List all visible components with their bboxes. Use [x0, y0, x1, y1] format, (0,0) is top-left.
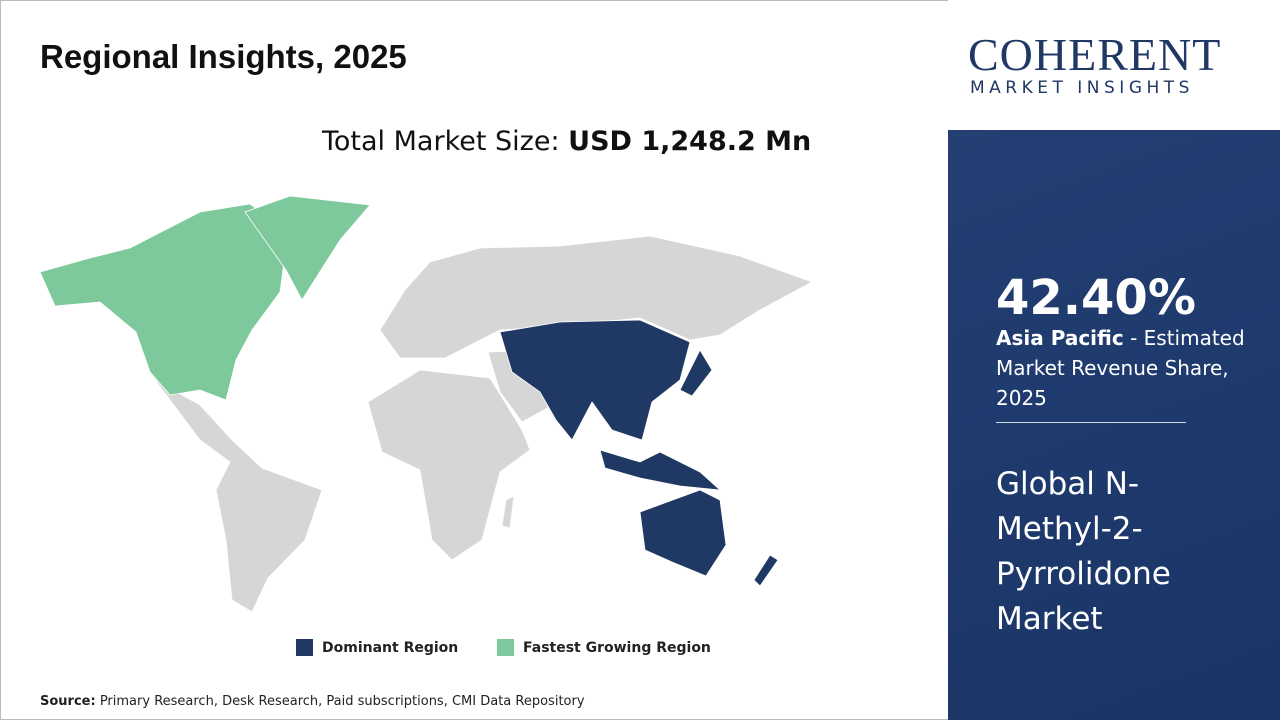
legend-label: Dominant Region	[322, 639, 459, 656]
share-description: Asia Pacific - Estimated Market Revenue …	[996, 323, 1246, 413]
indonesia	[599, 449, 722, 491]
source-text: Primary Research, Desk Research, Paid su…	[95, 694, 585, 709]
world-map	[39, 195, 813, 613]
source-label: Source:	[40, 694, 96, 709]
description: - Estimated Market Revenue Share, 2025	[996, 326, 1245, 410]
legend-label: Fastest Growing Region	[523, 639, 711, 656]
south-america	[154, 379, 323, 613]
madagascar	[501, 495, 515, 529]
greenland	[244, 195, 371, 301]
market-size-label: Total Market Size:	[322, 126, 569, 157]
africa	[367, 369, 531, 561]
legend-item: Fastest Growing Region	[497, 639, 711, 656]
title: Regional Insights, 2025	[40, 38, 407, 75]
asia	[499, 319, 691, 441]
logo-tagline: MARKET INSIGHTS	[970, 78, 1194, 98]
logo: COHERENT MARKET INSIGHTS	[948, 0, 1280, 130]
divider	[996, 422, 1186, 423]
source: Source: Primary Research, Desk Research,…	[40, 694, 585, 709]
europe-russia	[379, 235, 813, 359]
logo-name: COHERENT	[968, 29, 1222, 80]
market-size: Total Market Size: USD 1,248.2 Mn	[322, 126, 811, 157]
japan	[679, 349, 713, 397]
region-name: Asia Pacific	[996, 326, 1124, 350]
side-panel: 42.40% Asia Pacific - Estimated Market R…	[948, 130, 1280, 720]
legend-swatch	[296, 639, 313, 656]
legend-swatch	[497, 639, 514, 656]
australia	[639, 489, 727, 577]
market-size-value: USD 1,248.2 Mn	[568, 126, 812, 157]
north-america	[39, 203, 289, 401]
market-name: Global N-Methyl-2-Pyrrolidone Market	[996, 466, 1171, 637]
legend-item: Dominant Region	[296, 639, 458, 656]
new-zealand	[753, 554, 779, 587]
share-value: 42.40%	[996, 270, 1196, 326]
